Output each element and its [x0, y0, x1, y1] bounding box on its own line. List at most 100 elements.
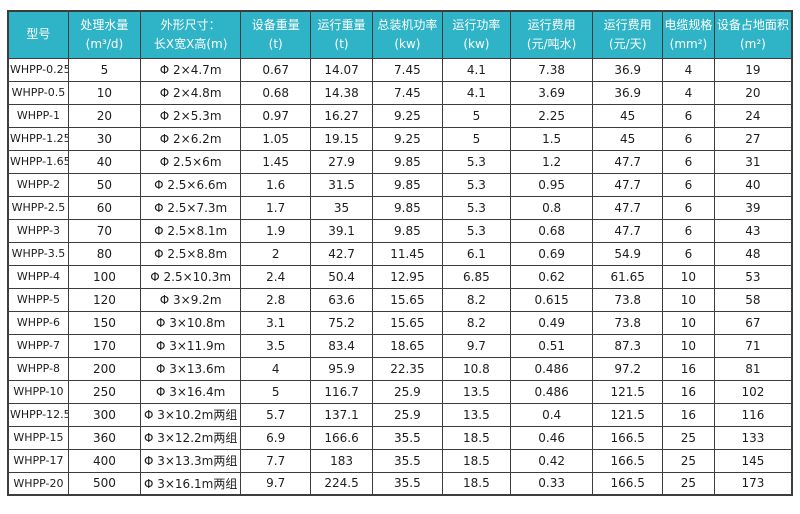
table-cell: 70: [67, 218, 141, 243]
table-cell: 14.38: [310, 80, 374, 105]
table-cell: 48: [713, 241, 793, 266]
table-cell: WHPP-1.65: [7, 149, 69, 174]
table-cell: 9.25: [372, 103, 443, 128]
table-cell: WHPP-8: [7, 356, 69, 381]
header-unit: (mm²): [669, 36, 708, 51]
table-cell: WHPP-4: [7, 264, 69, 289]
header-label: 设备重量: [251, 18, 300, 33]
table-cell: 6: [662, 126, 715, 151]
table-cell: 0.49: [509, 310, 594, 335]
table-cell: 5.3: [441, 218, 511, 243]
table-cell: 0.42: [509, 448, 594, 473]
table-cell: 1.6: [240, 172, 312, 197]
header-label: 运行功率: [452, 18, 501, 33]
table-cell: 25: [662, 425, 715, 450]
header-unit: (m³/d): [85, 36, 124, 51]
table-cell: Φ 3×9.2m: [139, 287, 242, 312]
table-cell: 20: [713, 80, 793, 105]
table-cell: 1.05: [240, 126, 312, 151]
table-cell: Φ 2.5×7.3m: [139, 195, 242, 220]
table-cell: 5: [441, 126, 511, 151]
table-row: WHPP-1 20 Φ 2×5.3m 0.97 16.27 9.25 5 2.25 45 6 24: [7, 103, 793, 128]
table-cell: 47.7: [592, 172, 664, 197]
table-cell: 27: [713, 126, 793, 151]
table-cell: Φ 3×13.3m两组: [139, 448, 242, 473]
table-cell: Φ 3×10.8m: [139, 310, 242, 335]
table-cell: WHPP-6: [7, 310, 69, 335]
table-cell: 120: [67, 287, 141, 312]
table-cell: 25: [662, 448, 715, 473]
table-cell: 0.33: [509, 471, 594, 496]
table-cell: 25.9: [372, 379, 443, 404]
table-cell: 121.5: [592, 379, 664, 404]
table-cell: Φ 2×5.3m: [139, 103, 242, 128]
table-cell: 6: [662, 149, 715, 174]
table-cell: 166.6: [310, 425, 374, 450]
table-cell: 73.8: [592, 287, 664, 312]
table-cell: 0.4: [509, 402, 594, 427]
table-cell: 4: [240, 356, 312, 381]
table-cell: Φ 2.5×6m: [139, 149, 242, 174]
table-cell: 63.6: [310, 287, 374, 312]
table-cell: 8.2: [441, 287, 511, 312]
table-cell: Φ 2.5×10.3m: [139, 264, 242, 289]
table-cell: 36.9: [592, 57, 664, 82]
header-unit: (t): [268, 36, 283, 51]
table-cell: 22.35: [372, 356, 443, 381]
table-cell: 87.3: [592, 333, 664, 358]
table-cell: 0.615: [509, 287, 594, 312]
table-cell: 3.1: [240, 310, 312, 335]
table-cell: 200: [67, 356, 141, 381]
table-row: WHPP-3 70 Φ 2.5×8.1m 1.9 39.1 9.85 5.3 0.68 47.7…: [7, 218, 793, 243]
table-cell: 6.1: [441, 241, 511, 266]
table-cell: Φ 2.5×8.8m: [139, 241, 242, 266]
header-unit: 长X宽X高(m): [153, 36, 228, 51]
table-cell: 19: [713, 57, 793, 82]
table-cell: 95.9: [310, 356, 374, 381]
table-cell: Φ 3×16.4m: [139, 379, 242, 404]
table-cell: 10.8: [441, 356, 511, 381]
table-cell: Φ 2×4.7m: [139, 57, 242, 82]
table-cell: 116: [713, 402, 793, 427]
table-cell: 9.25: [372, 126, 443, 151]
table-cell: 18.5: [441, 425, 511, 450]
table-cell: 170: [67, 333, 141, 358]
table-body: WHPP-0.25 5 Φ 2×4.7m 0.67 14.07 7.45 4.1 7.38 36…: [7, 57, 793, 496]
table-cell: 6.85: [441, 264, 511, 289]
column-header-operating-weight: 运行重量 (t): [310, 10, 374, 59]
table-cell: 10: [662, 287, 715, 312]
table-cell: Φ 3×10.2m两组: [139, 402, 242, 427]
table-cell: 9.85: [372, 172, 443, 197]
table-cell: 81: [713, 356, 793, 381]
table-cell: 2: [240, 241, 312, 266]
table-cell: 0.69: [509, 241, 594, 266]
header-label: 设备占地面积: [716, 18, 789, 33]
table-cell: 35: [310, 195, 374, 220]
table-row: WHPP-8 200 Φ 3×13.6m 4 95.9 22.35 10.8 0.486 97.…: [7, 356, 793, 381]
table-cell: 15.65: [372, 310, 443, 335]
header-label: 型号: [26, 27, 51, 42]
table-cell: 50.4: [310, 264, 374, 289]
table-cell: 2.25: [509, 103, 594, 128]
table-row: WHPP-4 100 Φ 2.5×10.3m 2.4 50.4 12.95 6.85 0.62…: [7, 264, 793, 289]
table-cell: WHPP-1: [7, 103, 69, 128]
header-unit: (元/吨水): [526, 36, 577, 51]
table-cell: 10: [662, 333, 715, 358]
table-row: WHPP-6 150 Φ 3×10.8m 3.1 75.2 15.65 8.2 0.49 73.…: [7, 310, 793, 335]
spec-table-container: 型号 处理水量 (m³/d) 外形尺寸： 长X宽X高(m) 设备重量 (t) 运…: [7, 10, 793, 496]
table-cell: 137.1: [310, 402, 374, 427]
header-unit: (元/天): [608, 36, 647, 51]
table-cell: 6.9: [240, 425, 312, 450]
table-cell: 0.62: [509, 264, 594, 289]
table-cell: 102: [713, 379, 793, 404]
table-row: WHPP-17 400 Φ 3×13.3m两组 7.7 183 35.5 18.5 0.42 1…: [7, 448, 793, 473]
column-header-operating-power: 运行功率 (kw): [441, 10, 511, 59]
table-cell: 97.2: [592, 356, 664, 381]
table-cell: 30: [67, 126, 141, 151]
table-cell: 0.67: [240, 57, 312, 82]
table-row: WHPP-10 250 Φ 3×16.4m 5 116.7 25.9 13.5 0.486 12…: [7, 379, 793, 404]
table-cell: 80: [67, 241, 141, 266]
table-row: WHPP-15 360 Φ 3×12.2m两组 6.9 166.6 35.5 18.5 0.4…: [7, 425, 793, 450]
table-cell: 18.5: [441, 471, 511, 496]
table-cell: 47.7: [592, 195, 664, 220]
